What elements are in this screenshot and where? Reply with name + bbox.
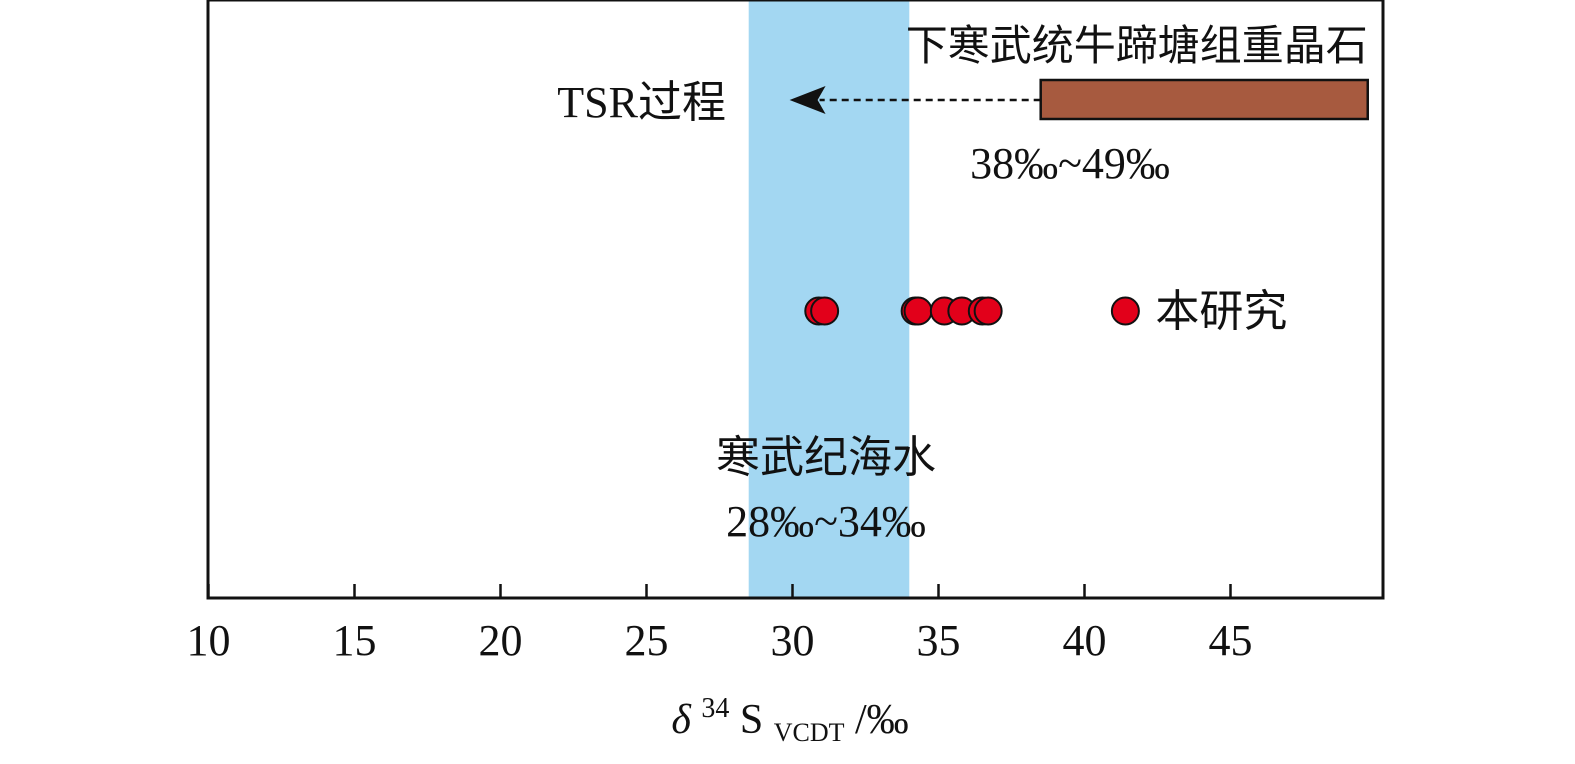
barite-range-label: 38‰~49‰	[970, 139, 1170, 188]
tsr-label-text: TSR过程	[557, 78, 726, 127]
scatter-points	[804, 296, 1140, 326]
x-tick-label-35: 35	[917, 616, 961, 665]
data-point-7	[973, 296, 1003, 326]
seawater-range-label: 28‰~34‰	[726, 497, 926, 546]
tsr-label: TSR过程	[557, 78, 726, 127]
x-tick-label-40: 40	[1063, 616, 1107, 665]
x-axis-label-base: S	[740, 697, 763, 743]
x-axis-label: δ 34 S VCDT /‰	[671, 681, 908, 751]
x-tick-label-45: 45	[1209, 616, 1253, 665]
x-tick-label-10: 10	[187, 616, 231, 665]
series-label: 本研究	[1155, 286, 1287, 337]
data-point-1	[810, 296, 840, 326]
x-tick-label-15: 15	[333, 616, 377, 665]
seawater-label: 寒武纪海水	[716, 432, 936, 483]
x-axis-label-subscript: VCDT	[774, 718, 845, 747]
x-axis-label-delta: δ	[671, 697, 692, 743]
x-axis-label-unit: /‰	[855, 697, 909, 743]
x-axis-ticks: 10 15 20 25 30 35 40 45	[187, 584, 1253, 665]
barite-label: 下寒武统牛蹄塘组重晶石	[906, 21, 1368, 70]
x-tick-label-30: 30	[771, 616, 815, 665]
barite-range-bar	[1039, 78, 1369, 121]
data-point-8	[1110, 296, 1140, 326]
x-axis-label-superscript: 34	[701, 693, 729, 724]
data-point-3	[903, 296, 933, 326]
x-tick-label-25: 25	[625, 616, 669, 665]
tsr-arrow-head	[789, 86, 826, 114]
x-tick-label-20: 20	[479, 616, 523, 665]
plot-frame	[206, 0, 1385, 600]
